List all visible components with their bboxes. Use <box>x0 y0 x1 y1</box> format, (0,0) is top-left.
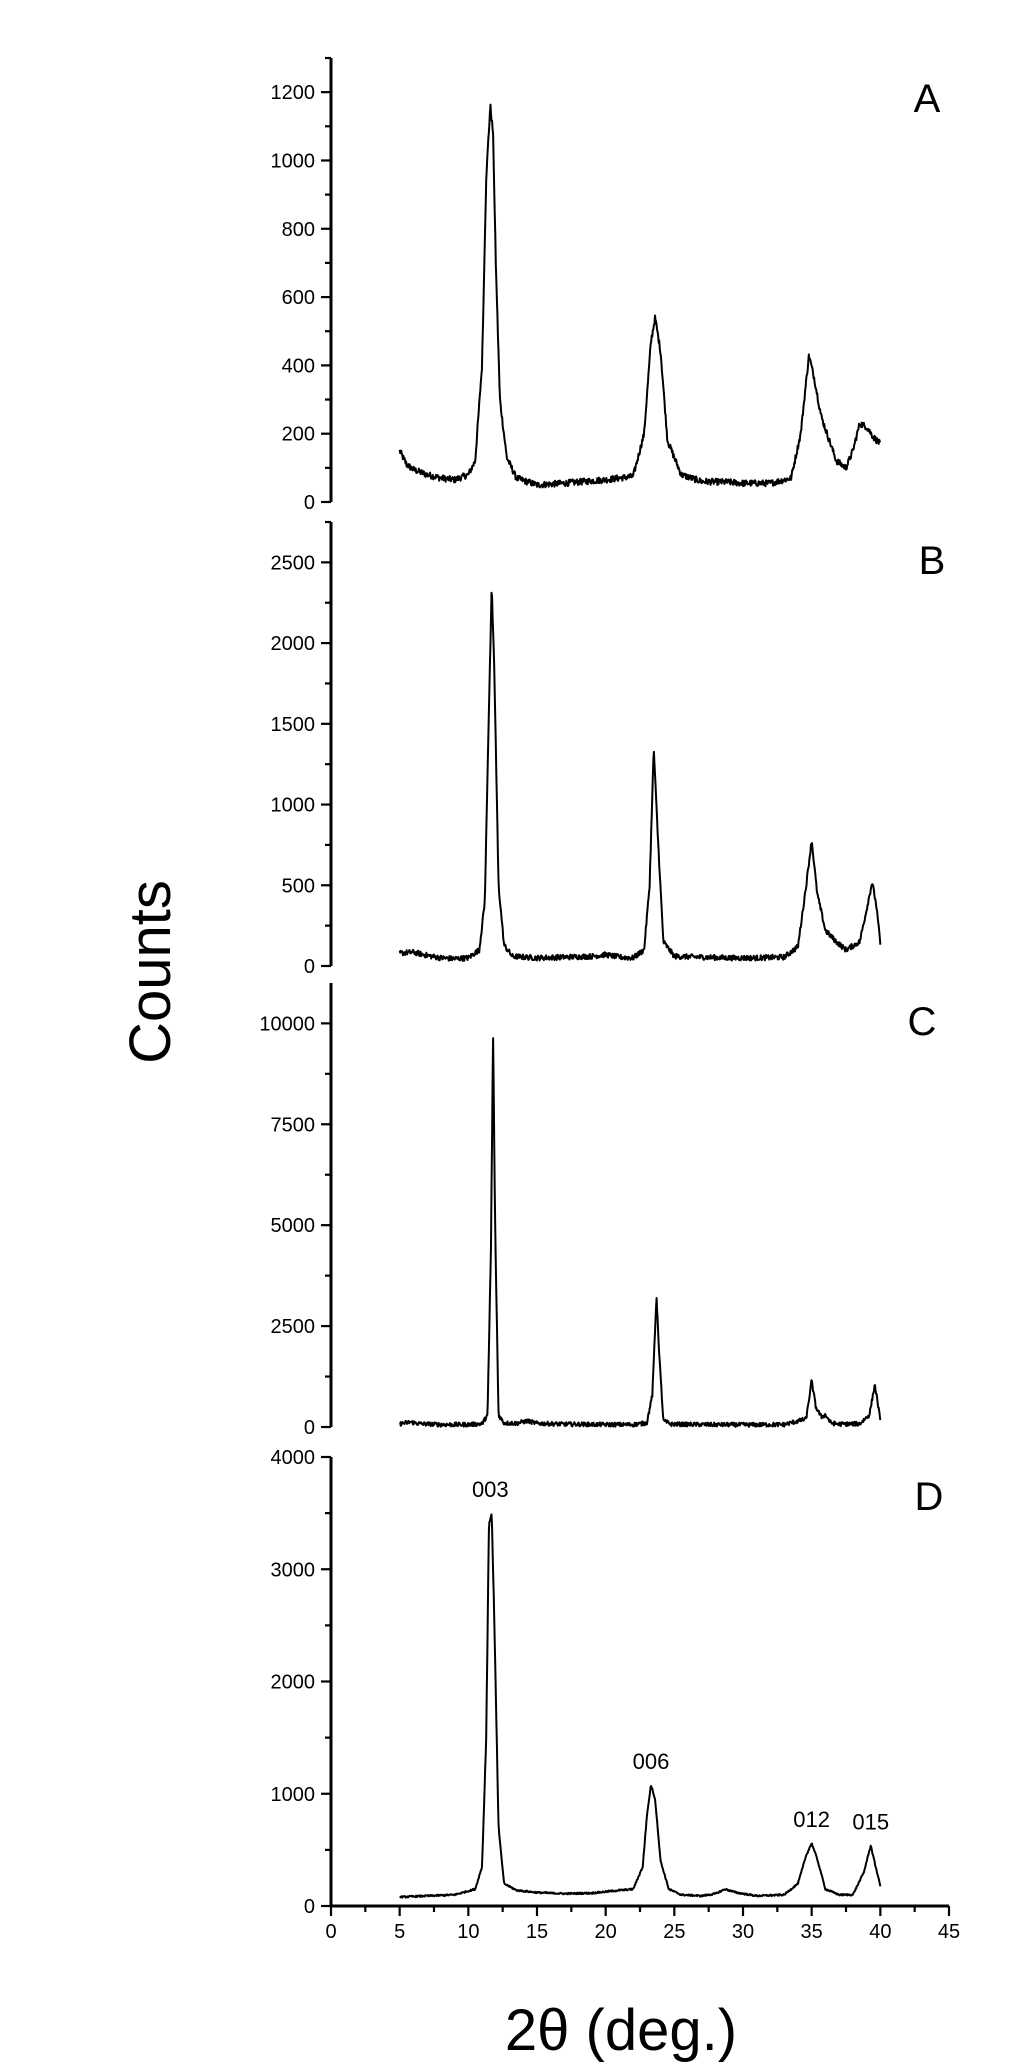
series-line-a <box>398 103 882 489</box>
panel-label-b: B <box>919 539 946 583</box>
y-tick-label: 10000 <box>259 1013 315 1035</box>
x-tick-label: 5 <box>394 1921 405 1943</box>
series-line-c <box>399 1037 882 1428</box>
y-tick-label: 400 <box>282 355 315 377</box>
x-tick-label: 20 <box>595 1921 617 1943</box>
y-tick-label: 4000 <box>271 1447 316 1469</box>
x-tick-label: 45 <box>938 1921 960 1943</box>
y-tick-label: 7500 <box>271 1114 316 1136</box>
peak-label-012: 012 <box>793 1807 830 1832</box>
x-tick-label: 15 <box>526 1921 548 1943</box>
y-tick-label: 600 <box>282 287 315 309</box>
x-tick-label: 25 <box>663 1921 685 1943</box>
x-tick-label: 30 <box>732 1921 754 1943</box>
y-tick-label: 0 <box>304 492 315 514</box>
y-tick-label: 1500 <box>271 714 316 736</box>
x-tick-label: 0 <box>325 1921 336 1943</box>
series-line-d <box>399 1513 882 1899</box>
y-tick-label: 2500 <box>271 552 316 574</box>
y-tick-label: 1000 <box>271 150 316 172</box>
y-tick-label: 500 <box>282 875 315 897</box>
panel-c: 0 2500 5000 7500 10000 C <box>259 983 936 1439</box>
y-tick-label: 3000 <box>271 1559 316 1581</box>
y-tick-label: 5000 <box>271 1215 316 1237</box>
panel-d: 0 1000 2000 3000 4000 D 003 006 012 015 0 5 10 15 20 25… <box>271 1447 961 1943</box>
peak-label-006: 006 <box>633 1749 670 1774</box>
y-tick-label: 1000 <box>271 1784 316 1806</box>
x-tick-label: 40 <box>869 1921 891 1943</box>
series-line-b <box>398 591 882 962</box>
y-tick-label: 2000 <box>271 1672 316 1694</box>
x-tick-label: 35 <box>801 1921 823 1943</box>
peak-label-015: 015 <box>852 1809 889 1834</box>
y-tick-label: 2000 <box>271 633 316 655</box>
panel-label-a: A <box>914 77 941 121</box>
y-tick-label: 0 <box>304 1896 315 1918</box>
y-tick-label: 1000 <box>271 795 316 817</box>
y-axis-title: Counts <box>118 880 183 1064</box>
y-tick-label: 2500 <box>271 1316 316 1338</box>
y-tick-label: 800 <box>282 219 315 241</box>
y-tick-label: 200 <box>282 424 315 446</box>
y-tick-label: 1200 <box>271 82 316 104</box>
peak-label-003: 003 <box>472 1477 509 1502</box>
panel-b: 0 500 1000 1500 2000 2500 B <box>271 520 946 978</box>
y-tick-label: 0 <box>304 1417 315 1439</box>
panel-a: 0 200 400 600 800 1000 1200 A <box>271 56 941 514</box>
panel-label-d: D <box>915 1475 944 1519</box>
panel-label-c: C <box>908 1000 937 1044</box>
x-tick-label: 10 <box>457 1921 479 1943</box>
y-tick-label: 0 <box>304 956 315 978</box>
x-axis-title: 2θ (deg.) <box>505 1998 737 2063</box>
